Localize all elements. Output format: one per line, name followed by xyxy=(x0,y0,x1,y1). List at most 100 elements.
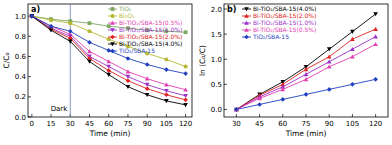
data-point xyxy=(164,99,169,103)
data-point xyxy=(106,68,111,73)
data-point xyxy=(304,67,309,71)
y-tick xyxy=(28,76,31,77)
data-group xyxy=(234,12,378,112)
x-tick xyxy=(108,114,109,117)
figure: 01530456075901051200.00.20.40.60.81.0Tim… xyxy=(0,0,392,145)
legend-marker xyxy=(110,21,115,25)
legend-marker xyxy=(110,49,115,54)
data-point xyxy=(183,98,188,103)
legend-marker xyxy=(111,14,115,18)
x-tick-label: 90 xyxy=(143,120,152,128)
y-tick xyxy=(28,117,31,118)
x-tick xyxy=(306,114,307,117)
y-tick xyxy=(28,56,31,57)
x-tick xyxy=(352,114,353,117)
legend-label: Bi-TiO₂/SBA-15(4.0%) xyxy=(119,40,182,47)
x-tick-label: 45 xyxy=(255,120,264,128)
legend-label: Bi-TiO₂/SBA-15(2.0%) xyxy=(253,12,316,19)
data-point xyxy=(164,82,169,86)
x-axis-title: Time (min) xyxy=(89,129,131,138)
data-point xyxy=(373,34,378,38)
data-point xyxy=(87,40,92,45)
data-point xyxy=(183,103,188,107)
data-point xyxy=(107,24,111,28)
y-tick-label: 0.0 xyxy=(211,106,222,114)
data-point xyxy=(327,47,332,51)
x-tick xyxy=(259,114,260,117)
legend: TiO₂Bi₂O₃Bi-TiO₂/SBA-15(0.5%)Bi-TiO₂/SBA… xyxy=(108,5,182,54)
series-line xyxy=(32,16,186,74)
x-tick-label: 75 xyxy=(123,120,132,128)
data-point xyxy=(106,59,111,63)
legend-marker xyxy=(110,42,115,46)
data-point xyxy=(107,37,111,41)
x-tick-label: 105 xyxy=(160,120,173,128)
data-point xyxy=(126,56,131,61)
series-line xyxy=(236,37,375,110)
series-line xyxy=(236,14,375,109)
series-line xyxy=(32,16,186,100)
data-point xyxy=(350,54,355,58)
data-group xyxy=(30,14,188,107)
data-point xyxy=(373,77,378,82)
y-tick xyxy=(224,84,227,85)
y-axis-title: C/C₀ xyxy=(2,52,11,68)
x-tick-label: 90 xyxy=(325,120,334,128)
data-point xyxy=(164,93,169,98)
data-point xyxy=(49,18,53,22)
data-point xyxy=(145,62,150,67)
data-point xyxy=(327,87,332,92)
data-point xyxy=(327,64,332,68)
legend-label: Bi-TiO₂/SBA-15(4.0%) xyxy=(253,5,316,12)
y-tick-label: 1.0 xyxy=(211,56,222,64)
y-tick-label: 1.0 xyxy=(15,13,26,21)
data-point xyxy=(350,82,355,87)
x-tick-label: 45 xyxy=(85,120,94,128)
legend-label: Bi-TiO₂/SBA-15(0.5%) xyxy=(119,19,182,26)
data-point xyxy=(126,85,131,89)
data-point xyxy=(145,86,150,91)
y-tick xyxy=(28,96,31,97)
x-tick-label: 30 xyxy=(232,120,241,128)
data-point xyxy=(49,24,54,29)
data-point xyxy=(234,107,239,111)
x-tick xyxy=(282,114,283,117)
series-line xyxy=(32,16,186,105)
series-line xyxy=(32,16,186,90)
legend-label: Bi-TiO₂/SBA-15(0.5%) xyxy=(253,26,316,33)
data-point xyxy=(327,59,332,63)
data-point xyxy=(304,77,309,81)
x-tick xyxy=(147,114,148,117)
data-point xyxy=(126,75,131,79)
y-axis-title: ln (C₀/C) xyxy=(198,45,207,76)
data-point xyxy=(106,65,111,69)
series-line xyxy=(236,29,375,109)
x-tick-label: 15 xyxy=(47,120,56,128)
data-point xyxy=(145,83,150,87)
x-tick-label: 105 xyxy=(346,120,359,128)
y-tick-label: 0.5 xyxy=(211,81,222,89)
x-tick xyxy=(51,114,52,117)
y-tick-label: 0.8 xyxy=(15,33,26,41)
x-tick-label: 75 xyxy=(302,120,311,128)
x-tick xyxy=(89,114,90,117)
legend-label: Bi-TiO₂/SBA-15(1.0%) xyxy=(119,26,182,33)
data-point xyxy=(183,94,188,98)
data-point xyxy=(68,39,73,43)
data-point xyxy=(106,73,111,77)
data-point xyxy=(145,76,150,80)
data-point xyxy=(280,97,285,102)
data-point xyxy=(87,60,92,64)
legend-marker xyxy=(244,7,249,11)
data-point xyxy=(164,89,169,93)
data-point xyxy=(145,93,150,97)
data-point xyxy=(126,78,131,83)
data-point xyxy=(304,72,309,76)
annotation-text: Dark xyxy=(51,105,69,113)
legend-marker xyxy=(111,7,115,11)
series-line xyxy=(236,44,375,109)
data-point xyxy=(304,92,309,97)
legend-marker xyxy=(110,28,115,32)
data-point xyxy=(280,87,285,91)
x-tick-label: 0 xyxy=(30,120,34,128)
